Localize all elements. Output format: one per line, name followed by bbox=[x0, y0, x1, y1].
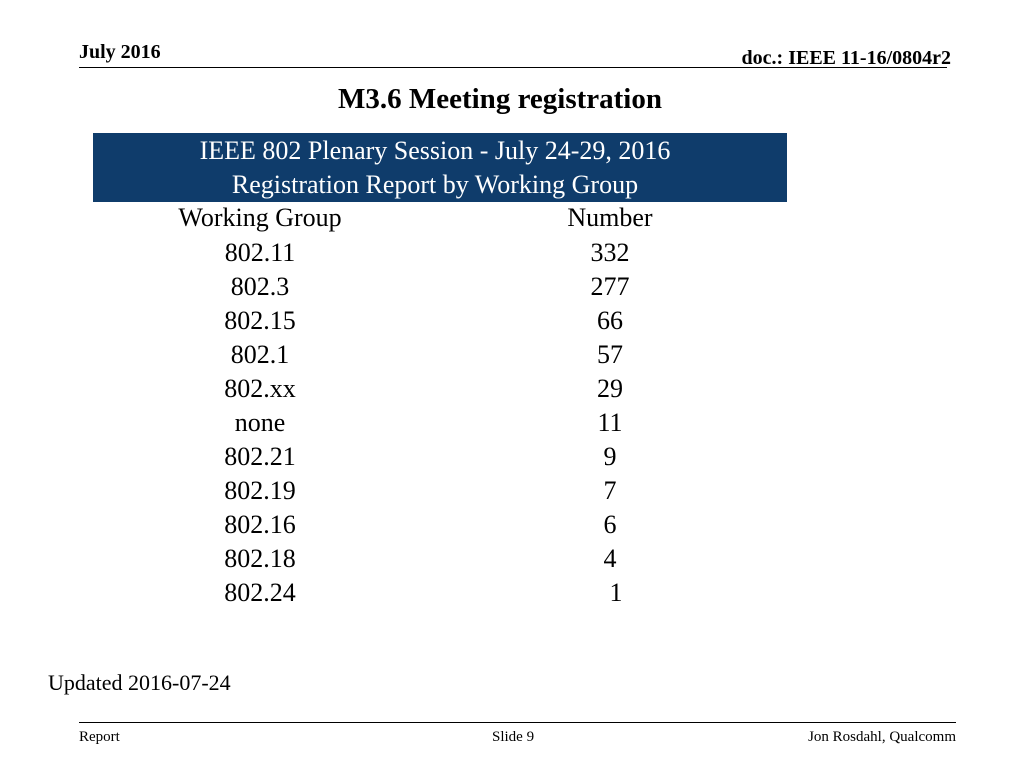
number-cell: 29 bbox=[597, 374, 623, 403]
working-group-cell: 802.16 bbox=[224, 510, 296, 539]
working-group-cell: 802.1 bbox=[230, 340, 290, 369]
table-banner: IEEE 802 Plenary Session - July 24-29, 2… bbox=[93, 133, 787, 202]
number-cell: 332 bbox=[590, 238, 630, 267]
banner-line-report: Registration Report by Working Group bbox=[231, 170, 639, 199]
updated-note: Updated 2016-07-24 bbox=[48, 670, 231, 695]
footer-left-label: Report bbox=[79, 729, 120, 745]
working-group-cell: 802.xx bbox=[224, 374, 296, 403]
footer-slide-number: Slide 9 bbox=[492, 729, 535, 745]
banner-line-session: IEEE 802 Plenary Session - July 24-29, 2… bbox=[199, 136, 671, 165]
working-group-cell: 802.21 bbox=[224, 442, 296, 471]
header-date: July 2016 bbox=[79, 41, 161, 63]
header-divider bbox=[79, 67, 947, 68]
number-cell: 1 bbox=[609, 578, 623, 607]
footer-divider bbox=[79, 722, 956, 723]
column-header-number: Number bbox=[567, 203, 653, 232]
working-group-cell: 802.19 bbox=[224, 476, 296, 505]
working-group-cell: 802.11 bbox=[224, 238, 296, 267]
header-doc-id: doc.: IEEE 11-16/0804r2 bbox=[741, 47, 951, 69]
slide-title: M3.6 Meeting registration bbox=[337, 83, 662, 115]
working-group-cell: none bbox=[234, 408, 286, 437]
working-group-cell: 802.15 bbox=[224, 306, 296, 335]
number-cell: 7 bbox=[603, 476, 617, 505]
number-cell: 66 bbox=[597, 306, 623, 335]
column-header-working-group: Working Group bbox=[178, 203, 342, 232]
number-cell: 11 bbox=[597, 408, 623, 437]
number-cell: 6 bbox=[603, 510, 617, 539]
working-group-cell: 802.24 bbox=[224, 578, 296, 607]
footer-author: Jon Rosdahl, Qualcomm bbox=[808, 729, 956, 745]
number-cell: 277 bbox=[590, 272, 630, 301]
working-group-cell: 802.18 bbox=[224, 544, 296, 573]
number-cell: 9 bbox=[603, 442, 617, 471]
number-cell: 57 bbox=[597, 340, 623, 369]
number-cell: 4 bbox=[603, 544, 617, 573]
working-group-cell: 802.3 bbox=[230, 272, 290, 301]
